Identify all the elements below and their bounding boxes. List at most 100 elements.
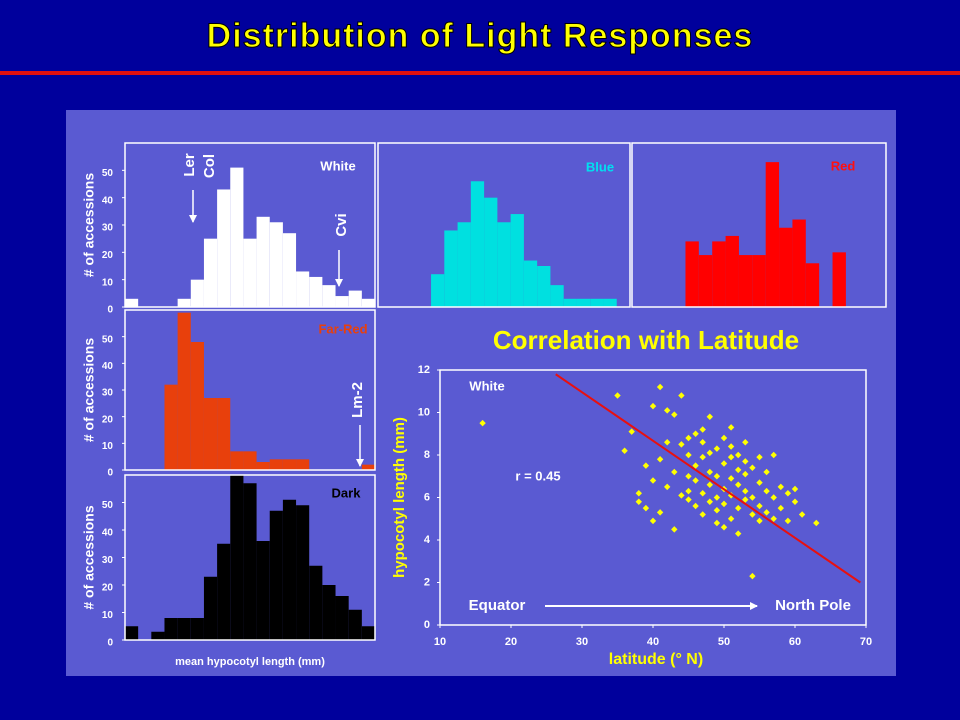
data-point	[742, 487, 749, 495]
y-tick-label: 40	[102, 361, 114, 372]
histogram-bar	[698, 255, 713, 307]
histogram-bar	[125, 626, 139, 640]
histogram-bar	[779, 227, 793, 307]
data-point	[685, 487, 692, 495]
y-axis-label: hypocotyl length (mm)	[391, 417, 408, 578]
data-point	[742, 470, 749, 478]
data-point	[664, 483, 671, 491]
histogram-bar	[457, 222, 471, 307]
data-point	[692, 502, 699, 510]
data-point	[727, 475, 735, 482]
x-tick-label: 10	[434, 636, 446, 648]
histogram-bar	[685, 241, 699, 307]
data-point	[735, 504, 742, 512]
data-point	[713, 494, 721, 501]
annotation: Equator	[469, 597, 526, 614]
data-point	[727, 443, 735, 450]
histogram-bar	[256, 462, 270, 470]
data-point	[656, 509, 664, 516]
histogram-bar	[203, 238, 218, 307]
panel-label: Blue	[586, 159, 614, 174]
data-point	[763, 468, 770, 476]
data-point	[784, 490, 792, 497]
y-tick-label: 30	[102, 555, 114, 566]
histogram-bar	[537, 266, 551, 307]
histogram-bar	[309, 565, 323, 640]
x-tick-label: 20	[505, 636, 517, 648]
y-tick-label: 50	[102, 168, 114, 179]
data-point	[791, 485, 799, 493]
histogram-bar	[590, 298, 604, 307]
y-axis-label: # of accessions	[81, 173, 97, 277]
data-point	[777, 483, 784, 491]
data-point	[756, 479, 763, 486]
histogram-bar	[269, 510, 283, 640]
data-point	[649, 477, 657, 484]
y-tick-label: 0	[107, 468, 113, 479]
data-point	[763, 487, 770, 495]
histogram-bar	[269, 459, 283, 470]
histogram-bar	[203, 576, 218, 640]
histogram-bar	[563, 298, 577, 307]
histogram-bar	[361, 464, 375, 470]
histogram-bar	[125, 298, 139, 307]
data-point	[720, 500, 728, 508]
histogram-bar	[164, 618, 178, 640]
histogram-bar	[230, 451, 244, 470]
data-point	[621, 447, 628, 454]
histogram-bar	[752, 255, 766, 307]
histogram-bar	[510, 214, 524, 307]
data-point	[656, 456, 664, 463]
chart-title: Correlation with Latitude	[493, 325, 799, 355]
data-point	[749, 494, 756, 501]
histogram-bar	[361, 298, 375, 307]
data-point	[763, 509, 770, 516]
panel-frame	[631, 142, 887, 308]
data-point	[749, 464, 756, 471]
data-point	[770, 515, 777, 522]
data-point	[706, 498, 713, 505]
panel-label: White	[320, 158, 355, 173]
data-point	[720, 434, 728, 442]
annotation: North Pole	[775, 597, 851, 614]
data-point	[742, 458, 749, 465]
data-point	[706, 468, 713, 476]
data-point	[713, 445, 721, 452]
y-tick-label: 0	[107, 305, 113, 316]
x-tick-label: 40	[647, 636, 659, 648]
histogram-bar	[296, 459, 310, 470]
y-tick-label: 2	[424, 576, 430, 588]
y-tick-label: 40	[102, 528, 114, 539]
data-point	[770, 451, 777, 459]
data-point	[813, 519, 820, 527]
y-tick-label: 10	[102, 610, 114, 621]
data-point	[742, 439, 749, 446]
histogram-bar	[805, 263, 820, 307]
data-point	[678, 392, 685, 399]
histogram-bar	[177, 312, 191, 470]
histogram-bar	[190, 342, 204, 470]
histogram-bar	[177, 298, 191, 307]
histogram-bar	[470, 181, 485, 307]
histogram-bar	[712, 241, 726, 307]
y-tick-label: 50	[102, 334, 114, 345]
data-point	[699, 453, 706, 461]
histogram-bar	[243, 451, 257, 470]
data-point	[635, 490, 642, 497]
histogram-bar	[725, 235, 739, 307]
x-axis-label: latitude (° N)	[609, 651, 703, 668]
histogram-bar	[203, 398, 218, 470]
data-point	[649, 517, 657, 525]
annotation: Ler	[181, 153, 198, 177]
y-tick-label: 40	[102, 195, 114, 206]
data-point	[699, 490, 706, 497]
data-point	[735, 466, 742, 474]
annotation: r = 0.45	[515, 468, 560, 483]
y-tick-label: 20	[102, 414, 114, 425]
data-point	[735, 481, 742, 488]
y-tick-label: 8	[424, 449, 430, 461]
panel-label: Red	[831, 158, 856, 173]
data-point	[692, 462, 699, 469]
data-point	[791, 498, 799, 505]
